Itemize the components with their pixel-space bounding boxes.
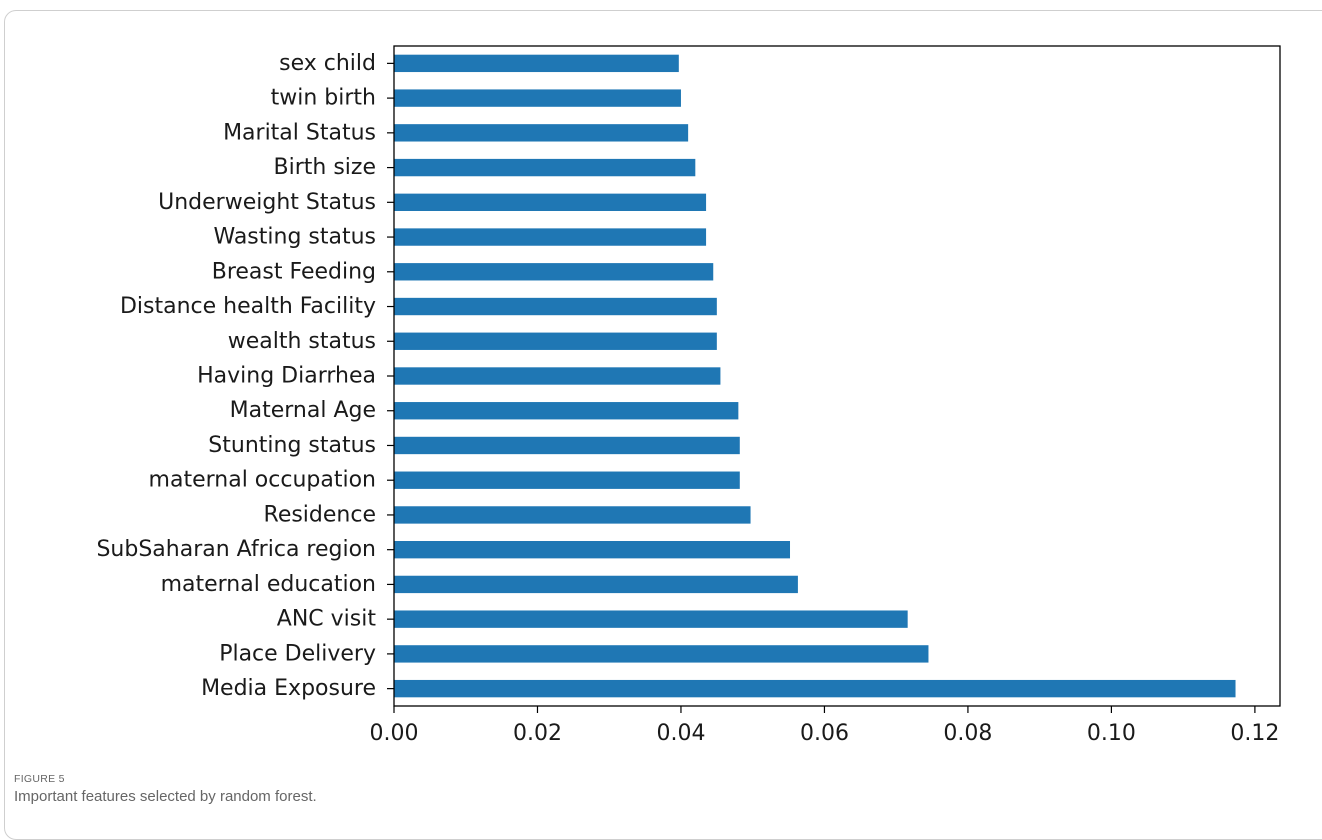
bar: [394, 367, 721, 385]
y-tick-label: Place Delivery: [219, 641, 376, 666]
y-tick-label: Underweight Status: [158, 190, 376, 215]
bar: [394, 541, 791, 559]
bar: [394, 471, 740, 489]
y-tick-label: Residence: [264, 502, 376, 527]
bar: [394, 436, 740, 455]
y-tick-label: Marital Status: [223, 120, 376, 145]
y-tick-label: Maternal Age: [230, 398, 376, 423]
y-tick-label: sex child: [279, 51, 376, 76]
bar: [394, 575, 798, 594]
y-tick-label: Wasting status: [213, 225, 376, 250]
figure-label: FIGURE 5: [14, 773, 65, 785]
bar: [394, 158, 696, 177]
bar: [394, 228, 707, 246]
y-tick-label: Distance health Facility: [120, 294, 376, 319]
figure-caption: Important features selected by random fo…: [14, 788, 317, 805]
y-tick-label: Stunting status: [208, 433, 376, 458]
bars-group: [394, 54, 1236, 698]
y-tick-label: ANC visit: [277, 607, 377, 632]
bar: [394, 610, 908, 628]
bar: [394, 679, 1236, 698]
x-tick-label: 0.04: [656, 721, 705, 746]
bar: [394, 263, 714, 281]
x-tick-label: 0.10: [1087, 721, 1136, 746]
bar: [394, 332, 717, 350]
y-axis-ticks: sex child twin birth Marital Status Birth s…: [96, 51, 394, 701]
y-tick-label: SubSaharan Africa region: [96, 537, 376, 562]
bar: [394, 645, 929, 663]
y-tick-label: maternal occupation: [149, 468, 376, 493]
x-tick-label: 0.08: [943, 721, 992, 746]
bar: [394, 506, 751, 524]
x-tick-label: 0.06: [800, 721, 849, 746]
bar-chart: sex child twin birth Marital Status Birth s…: [96, 45, 1281, 746]
x-tick-label: 0.00: [370, 721, 419, 746]
y-tick-label: Media Exposure: [201, 676, 376, 701]
y-tick-label: Birth size: [274, 155, 376, 180]
bar: [394, 402, 739, 420]
bar: [394, 124, 689, 142]
y-tick-label: wealth status: [228, 329, 376, 354]
bar: [394, 193, 707, 211]
x-tick-label: 0.02: [513, 721, 562, 746]
y-tick-label: twin birth: [271, 86, 376, 111]
x-axis-ticks: 0.00 0.02 0.04 0.06 0.08 0.10 0.12: [370, 706, 1279, 746]
plot-area-frame: [393, 45, 1281, 707]
x-tick-label: 0.12: [1230, 721, 1279, 746]
y-tick-label: maternal education: [161, 572, 376, 597]
y-tick-label: Breast Feeding: [212, 259, 376, 284]
figure-caption-block: FIGURE 5 Important features selected by …: [14, 772, 317, 808]
y-tick-label: Having Diarrhea: [197, 364, 376, 389]
bar: [394, 89, 681, 107]
bar: [394, 54, 679, 73]
bar: [394, 297, 717, 316]
